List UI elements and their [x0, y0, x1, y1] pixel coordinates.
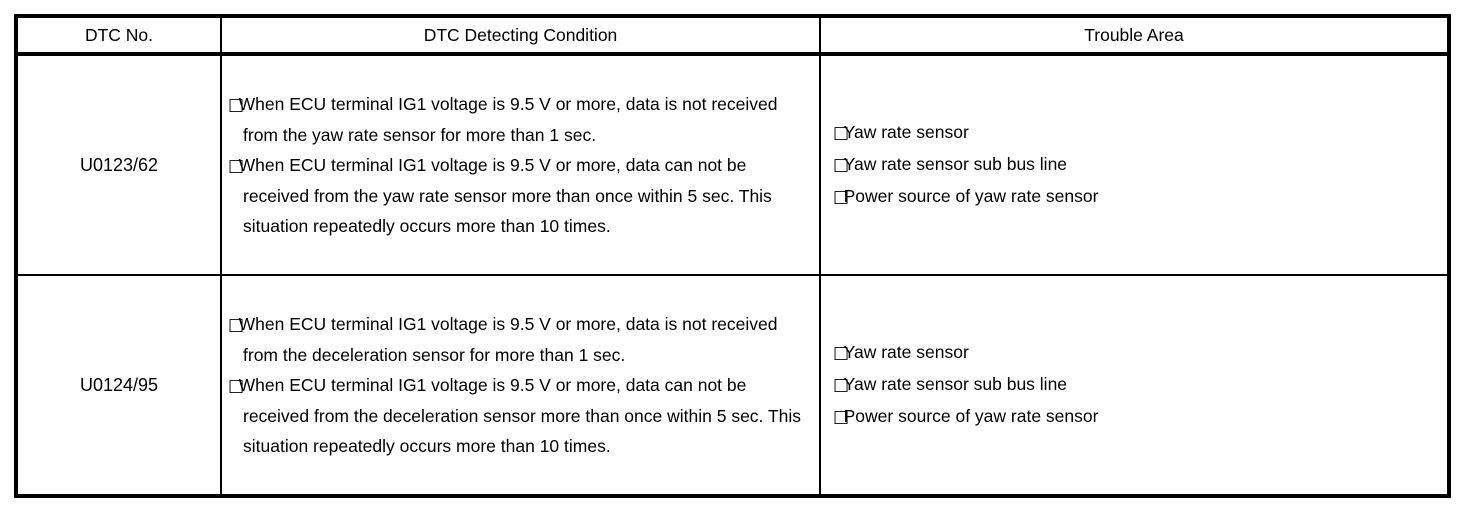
trouble-area-item: □Power source of yaw rate sensor [833, 401, 1437, 433]
condition-text: When ECU terminal IG1 voltage is 9.5 V o… [238, 375, 802, 456]
column-header-trouble-area: Trouble Area [819, 15, 1450, 56]
dtc-no-cell: U0123/62 [15, 53, 222, 276]
detecting-condition-cell: □When ECU terminal IG1 voltage is 9.5 V … [220, 53, 821, 276]
condition-item: □When ECU terminal IG1 voltage is 9.5 V … [228, 150, 805, 241]
condition-item: □When ECU terminal IG1 voltage is 9.5 V … [228, 370, 805, 461]
trouble-area-item: □Yaw rate sensor sub bus line [833, 149, 1437, 181]
column-header-detecting-condition: DTC Detecting Condition [220, 15, 821, 56]
square-bullet-icon: □ [833, 375, 850, 395]
trouble-area-text: Yaw rate sensor [843, 342, 969, 362]
trouble-area-text: Yaw rate sensor [843, 122, 969, 142]
dtc-no-cell: U0124/95 [15, 274, 222, 497]
condition-item: □When ECU terminal IG1 voltage is 9.5 V … [228, 89, 805, 150]
square-bullet-icon: □ [833, 155, 850, 175]
trouble-area-text: Yaw rate sensor sub bus line [843, 374, 1068, 394]
trouble-area-text: Power source of yaw rate sensor [843, 186, 1099, 206]
condition-text: When ECU terminal IG1 voltage is 9.5 V o… [238, 94, 778, 145]
square-bullet-icon: □ [833, 123, 850, 143]
detecting-condition-cell: □When ECU terminal IG1 voltage is 9.5 V … [220, 274, 821, 497]
condition-text: When ECU terminal IG1 voltage is 9.5 V o… [238, 314, 778, 365]
trouble-area-text: Yaw rate sensor sub bus line [843, 154, 1068, 174]
trouble-area-item: □Yaw rate sensor [833, 117, 1437, 149]
trouble-area-cell: □Yaw rate sensor □Yaw rate sensor sub bu… [819, 274, 1450, 497]
condition-item: □When ECU terminal IG1 voltage is 9.5 V … [228, 309, 805, 370]
trouble-area-text: Power source of yaw rate sensor [843, 406, 1099, 426]
table-header: DTC No. DTC Detecting Condition Trouble … [15, 15, 1450, 56]
trouble-area-item: □Yaw rate sensor sub bus line [833, 369, 1437, 401]
trouble-area-item: □Yaw rate sensor [833, 337, 1437, 369]
square-bullet-icon: □ [228, 376, 245, 396]
square-bullet-icon: □ [228, 95, 245, 115]
table-row: U0124/95 □When ECU terminal IG1 voltage … [15, 274, 1450, 497]
square-bullet-icon: □ [833, 187, 850, 207]
dtc-chart-table: DTC No. DTC Detecting Condition Trouble … [14, 14, 1451, 498]
table-row: U0123/62 □When ECU terminal IG1 voltage … [15, 53, 1450, 276]
condition-text: When ECU terminal IG1 voltage is 9.5 V o… [238, 155, 772, 236]
trouble-area-cell: □Yaw rate sensor □Yaw rate sensor sub bu… [819, 53, 1450, 276]
square-bullet-icon: □ [833, 343, 850, 363]
column-header-dtc-no: DTC No. [15, 15, 222, 56]
square-bullet-icon: □ [228, 156, 245, 176]
square-bullet-icon: □ [228, 315, 245, 335]
square-bullet-icon: □ [833, 407, 850, 427]
trouble-area-item: □Power source of yaw rate sensor [833, 181, 1437, 213]
